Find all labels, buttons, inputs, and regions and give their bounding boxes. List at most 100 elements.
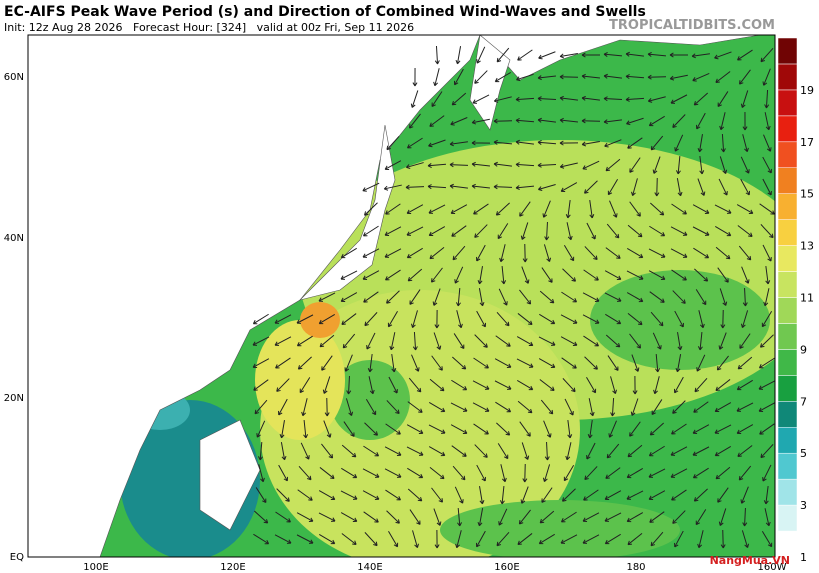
wave-arrow: [252, 313, 269, 325]
wave-arrow: [451, 225, 467, 237]
wave-arrow: [691, 53, 710, 59]
wave-arrow: [697, 331, 703, 351]
wave-arrow: [386, 510, 400, 524]
wave-arrow: [519, 289, 532, 305]
wave-arrow: [647, 51, 667, 57]
wave-arrow: [650, 311, 664, 327]
wave-arrow: [428, 204, 446, 214]
wave-arrow: [626, 248, 644, 259]
wave-arrow: [697, 134, 703, 153]
wave-arrow: [671, 489, 687, 501]
wave-arrow: [670, 248, 688, 258]
wave-arrow: [252, 358, 270, 368]
wave-arrow: [610, 397, 616, 417]
wave-arrow: [321, 355, 333, 371]
wave-arrow: [669, 52, 689, 58]
wave-arrow: [610, 376, 617, 395]
lon-label: 160W: [758, 562, 787, 573]
wave-arrow: [474, 444, 488, 458]
wave-arrow: [560, 182, 578, 193]
wave-arrow: [497, 443, 509, 460]
wave-arrow: [405, 184, 425, 190]
wave-arrow: [323, 420, 332, 438]
wave-arrow: [741, 530, 750, 548]
wave-arrow: [476, 46, 486, 64]
wave-arrow: [629, 333, 641, 349]
wave-arrow: [518, 509, 531, 525]
wave-arrow: [450, 402, 468, 412]
wave-arrow: [493, 139, 513, 145]
wave-arrow: [495, 401, 512, 413]
wave-arrow: [368, 376, 375, 395]
wave-arrow: [562, 488, 576, 502]
wave-arrow: [763, 288, 770, 307]
colorbar-swatch: [777, 504, 798, 532]
wave-arrow: [408, 377, 422, 393]
wave-arrow: [494, 71, 511, 83]
wave-arrow: [258, 464, 265, 483]
wave-arrow: [454, 486, 464, 504]
wave-arrow: [692, 467, 709, 479]
wave-arrow: [391, 354, 397, 373]
wave-arrow: [517, 313, 533, 326]
wave-arrow: [717, 487, 729, 503]
wave-arrow: [521, 442, 530, 460]
lat-label: 40N: [4, 233, 24, 244]
wave-arrow: [275, 357, 291, 369]
wave-arrow: [605, 467, 621, 479]
wave-arrow: [340, 247, 357, 259]
wave-arrow: [319, 467, 335, 480]
wave-arrow: [737, 49, 753, 61]
wave-arrow: [604, 292, 622, 302]
wave-arrow: [274, 314, 292, 324]
lon-label: 160E: [494, 562, 519, 573]
wave-arrow: [479, 486, 485, 505]
wave-arrow: [318, 512, 336, 522]
wave-arrow: [256, 420, 266, 438]
wave-arrow: [560, 534, 578, 544]
wave-arrow: [410, 90, 419, 108]
wave-arrow: [759, 423, 775, 435]
wave-arrow: [629, 421, 641, 437]
watermark: NangMua.VN: [710, 554, 790, 567]
wave-arrow: [412, 67, 418, 87]
wave-arrow: [714, 225, 732, 237]
wave-arrow: [694, 268, 709, 282]
colorbar-swatch: [777, 167, 798, 194]
wave-arrow: [475, 530, 486, 548]
wave-arrow: [427, 184, 447, 190]
wave-arrow: [537, 162, 557, 168]
wave-arrow: [740, 486, 749, 504]
lon-label: 180: [626, 562, 645, 573]
wave-arrow: [346, 375, 352, 395]
wave-arrow: [736, 379, 753, 391]
wave-arrow: [364, 532, 378, 547]
wave-arrow: [714, 424, 732, 434]
wave-arrow: [544, 441, 550, 461]
wave-arrow: [386, 290, 400, 304]
wave-arrow: [626, 512, 644, 523]
wave-arrow: [604, 270, 622, 281]
wave-arrow: [714, 402, 732, 413]
wave-arrow: [719, 112, 726, 131]
wave-arrow: [539, 290, 555, 304]
wave-arrow: [449, 141, 468, 147]
wave-arrow: [739, 69, 751, 85]
wave-arrow: [692, 226, 710, 236]
wave-arrow: [648, 445, 665, 457]
wave-arrow: [669, 74, 688, 81]
wave-arrow: [562, 268, 576, 282]
wave-arrow: [364, 202, 378, 216]
wave-arrow: [476, 244, 486, 262]
wave-arrow: [760, 47, 774, 63]
wave-arrow: [559, 117, 579, 123]
wave-arrow: [407, 268, 423, 282]
wave-arrow: [561, 357, 577, 369]
wave-arrow: [386, 136, 400, 151]
wave-arrow: [537, 117, 556, 123]
wave-arrow: [407, 467, 424, 479]
colorbar-label: 15: [800, 188, 814, 201]
colorbar-label: 17: [800, 136, 814, 149]
wave-arrow: [407, 401, 423, 413]
wave-arrow: [648, 270, 666, 280]
